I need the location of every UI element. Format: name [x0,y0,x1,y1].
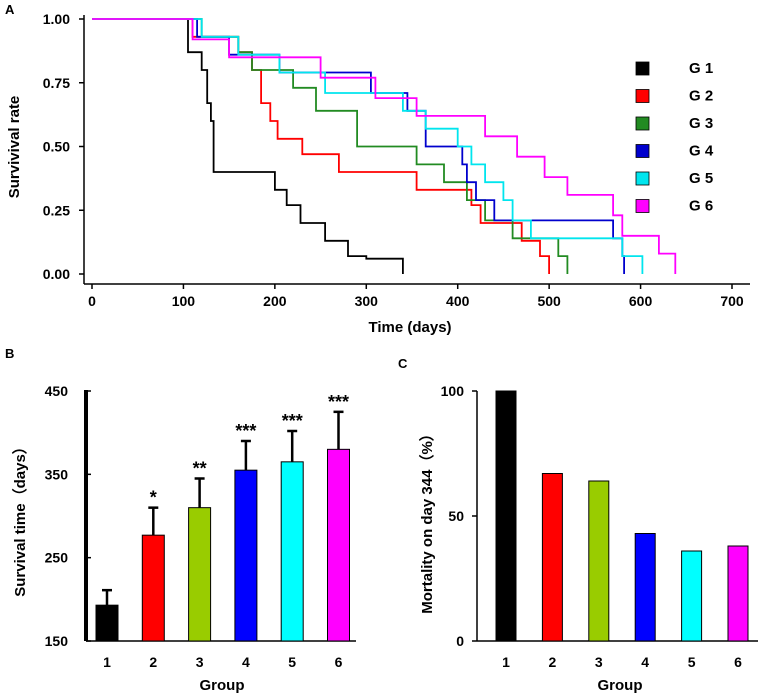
panel-c-ticks: 0 50 100 [441,383,477,649]
panel-b-x-axis-title: Group [200,677,245,694]
legend-swatch-g3 [635,116,650,131]
legend-label: G 2 [689,88,713,105]
y-tick-label: 150 [45,633,69,649]
significance-marker: *** [235,421,256,441]
panel-b-y-axis-title: Survival time（days） [11,439,29,597]
x-tick-label: 1 [103,654,111,670]
legend-label: G 3 [689,115,713,132]
bar-group-2 [541,473,563,642]
bar-group-3 [588,480,610,642]
x-tick-label: 5 [688,654,696,670]
x-tick-label: 5 [288,654,296,670]
series-line-g3 [92,18,569,274]
y-tick-label: 0.25 [43,202,70,218]
bar-group-6 [727,545,749,642]
significance-marker: *** [328,392,349,412]
bar-group-4 [634,533,656,642]
x-tick-label: 2 [149,654,157,670]
y-tick-label: 250 [45,550,69,566]
x-tick-label: 4 [641,654,649,670]
x-tick-label: 3 [595,654,603,670]
x-tick-label: 700 [720,293,744,309]
y-tick-label: 1.00 [43,11,70,27]
bar-group-2 [141,534,165,642]
significance-marker: ** [193,459,207,479]
bar-group-1 [95,604,119,642]
y-tick-label: 100 [441,383,465,399]
panel-c-y-axis-title: Mortality on day 344（%） [418,426,436,614]
panel-a-ticks: 0 100 200 300 400 500 600 700 0.00 0.25 0.50 0.75 1.… [43,11,744,309]
legend-swatch-g5 [635,171,650,186]
y-tick-label: 50 [448,508,464,524]
panel-a-label: A [5,2,15,17]
y-tick-label: 0 [456,633,464,649]
legend-swatch-g6 [635,199,650,213]
panel-c-x-axis-title: Group [598,677,643,694]
y-tick-label: 350 [45,466,69,482]
x-tick-label: 200 [263,293,287,309]
legend-label: G 1 [689,60,713,77]
x-tick-label: 0 [88,293,96,309]
y-tick-label: 0.50 [43,139,70,155]
bar-group-6 [327,448,350,642]
legend-swatch-g1 [635,61,650,76]
legend-label: G 4 [689,143,714,160]
series-line-g1 [92,18,404,274]
x-tick-label: 2 [549,654,557,670]
panel-c-bars: 1 2 3 4 5 6 [495,390,749,670]
x-tick-label: 500 [537,293,561,309]
x-tick-label: 600 [629,293,653,309]
panel-a-y-axis-title: Survivival rate [6,96,23,199]
panel-a-x-axis-title: Time (days) [368,319,451,336]
significance-marker: * [150,488,157,508]
legend-label: G 5 [689,170,713,187]
x-tick-label: 6 [734,654,742,670]
panel-c: C 0 50 100 1 2 3 4 5 6 Group Mortality on day 3… [398,356,758,694]
bar-group-5 [280,461,304,642]
panel-b-label: B [5,346,14,361]
panel-b-ticks: 150 250 350 450 [45,383,91,649]
series-line-g5 [92,18,644,274]
series-line-g6 [92,18,677,274]
x-tick-label: 100 [172,293,196,309]
bar-group-1 [495,390,517,642]
significance-marker: *** [282,411,303,431]
y-tick-label: 450 [45,383,69,399]
panel-a-series-lines [92,18,677,274]
x-tick-label: 3 [196,654,204,670]
panel-a: A 0 100 200 300 400 500 600 700 0.00 0.25 0.50 0.75… [5,2,750,336]
bar-group-4 [234,469,258,642]
y-tick-label: 0.00 [43,266,70,282]
panel-a-legend: G 1 G 2 G 3 G 4 G 5 G 6 [635,60,714,215]
x-tick-label: 300 [355,293,379,309]
x-tick-label: 1 [502,654,510,670]
panel-c-label: C [398,356,408,371]
legend-swatch-g4 [635,144,650,158]
y-tick-label: 0.75 [43,75,70,91]
panel-a-axes [83,15,750,285]
bar-group-3 [188,507,212,642]
x-tick-label: 4 [242,654,250,670]
x-tick-label: 400 [446,293,470,309]
legend-swatch-g2 [635,89,650,103]
legend-label: G 6 [689,198,713,215]
x-tick-label: 6 [335,654,343,670]
panel-b-bars: 1 * 2 ** 3 *** 4 *** 5 *** 6 [95,392,350,670]
bar-group-5 [681,550,703,642]
